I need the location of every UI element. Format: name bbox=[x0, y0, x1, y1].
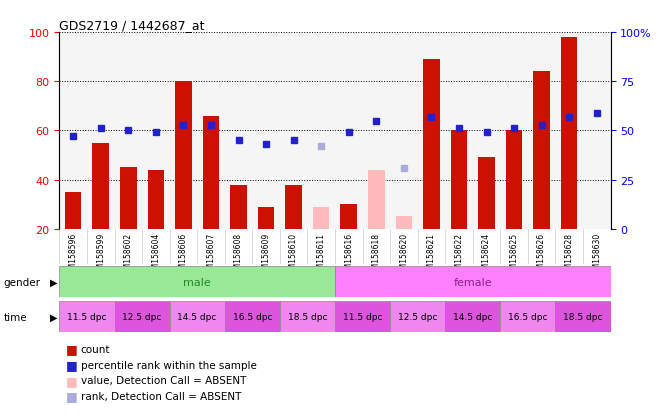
Text: count: count bbox=[81, 344, 110, 354]
Bar bbox=[478, 158, 495, 229]
Text: GSM158602: GSM158602 bbox=[124, 232, 133, 278]
Bar bbox=[341, 205, 357, 229]
Bar bbox=[115, 301, 170, 332]
Text: ■: ■ bbox=[66, 342, 78, 356]
Bar bbox=[92, 143, 109, 229]
Text: 16.5 dpc: 16.5 dpc bbox=[508, 313, 548, 321]
Text: GSM158608: GSM158608 bbox=[234, 232, 243, 278]
Bar bbox=[556, 301, 611, 332]
Bar bbox=[335, 266, 610, 297]
Text: GSM158604: GSM158604 bbox=[151, 232, 160, 278]
Text: 11.5 dpc: 11.5 dpc bbox=[343, 313, 382, 321]
Text: 18.5 dpc: 18.5 dpc bbox=[288, 313, 327, 321]
Text: GSM158621: GSM158621 bbox=[427, 232, 436, 278]
Text: ■: ■ bbox=[66, 374, 78, 387]
Text: GSM158616: GSM158616 bbox=[345, 232, 353, 278]
Bar bbox=[120, 168, 137, 229]
Text: 16.5 dpc: 16.5 dpc bbox=[232, 313, 272, 321]
Bar bbox=[65, 192, 81, 229]
Text: GSM158606: GSM158606 bbox=[179, 232, 188, 278]
Bar bbox=[59, 301, 115, 332]
Text: gender: gender bbox=[3, 277, 40, 287]
Bar bbox=[224, 301, 280, 332]
Text: 14.5 dpc: 14.5 dpc bbox=[178, 313, 217, 321]
Text: GSM158611: GSM158611 bbox=[317, 232, 325, 278]
Bar bbox=[335, 301, 390, 332]
Text: GSM158618: GSM158618 bbox=[372, 232, 381, 278]
Text: GSM158609: GSM158609 bbox=[261, 232, 271, 278]
Bar bbox=[533, 72, 550, 229]
Text: ■: ■ bbox=[66, 358, 78, 371]
Bar bbox=[423, 60, 440, 229]
Bar bbox=[59, 266, 335, 297]
Bar bbox=[395, 217, 412, 229]
Text: GSM158626: GSM158626 bbox=[537, 232, 546, 278]
Bar bbox=[561, 38, 578, 229]
Text: GDS2719 / 1442687_at: GDS2719 / 1442687_at bbox=[59, 19, 205, 32]
Bar bbox=[451, 131, 467, 229]
Text: 14.5 dpc: 14.5 dpc bbox=[453, 313, 492, 321]
Text: 11.5 dpc: 11.5 dpc bbox=[67, 313, 107, 321]
Text: percentile rank within the sample: percentile rank within the sample bbox=[81, 360, 256, 370]
Bar bbox=[368, 170, 385, 229]
Text: 18.5 dpc: 18.5 dpc bbox=[563, 313, 603, 321]
Text: GSM158630: GSM158630 bbox=[592, 232, 601, 278]
Text: GSM158610: GSM158610 bbox=[289, 232, 298, 278]
Text: rank, Detection Call = ABSENT: rank, Detection Call = ABSENT bbox=[81, 391, 241, 401]
Text: ■: ■ bbox=[66, 389, 78, 403]
Bar bbox=[148, 170, 164, 229]
Bar bbox=[500, 301, 556, 332]
Bar bbox=[445, 301, 500, 332]
Bar bbox=[170, 301, 224, 332]
Text: 12.5 dpc: 12.5 dpc bbox=[398, 313, 438, 321]
Bar bbox=[280, 301, 335, 332]
Bar bbox=[390, 301, 445, 332]
Text: ▶: ▶ bbox=[50, 277, 57, 287]
Text: GSM158628: GSM158628 bbox=[565, 232, 574, 278]
Text: ▶: ▶ bbox=[50, 312, 57, 322]
Text: 12.5 dpc: 12.5 dpc bbox=[122, 313, 162, 321]
Text: female: female bbox=[453, 277, 492, 287]
Bar bbox=[258, 207, 275, 229]
Text: GSM158620: GSM158620 bbox=[399, 232, 409, 278]
Text: male: male bbox=[183, 277, 211, 287]
Bar bbox=[175, 82, 191, 229]
Bar bbox=[203, 116, 219, 229]
Text: GSM158625: GSM158625 bbox=[510, 232, 519, 278]
Text: GSM158607: GSM158607 bbox=[207, 232, 215, 278]
Text: GSM158596: GSM158596 bbox=[69, 232, 78, 278]
Bar bbox=[313, 207, 329, 229]
Text: GSM158624: GSM158624 bbox=[482, 232, 491, 278]
Bar bbox=[506, 131, 522, 229]
Text: GSM158599: GSM158599 bbox=[96, 232, 105, 278]
Text: value, Detection Call = ABSENT: value, Detection Call = ABSENT bbox=[81, 375, 246, 385]
Bar bbox=[285, 185, 302, 229]
Text: time: time bbox=[3, 312, 27, 322]
Text: GSM158622: GSM158622 bbox=[455, 232, 463, 278]
Bar bbox=[230, 185, 247, 229]
